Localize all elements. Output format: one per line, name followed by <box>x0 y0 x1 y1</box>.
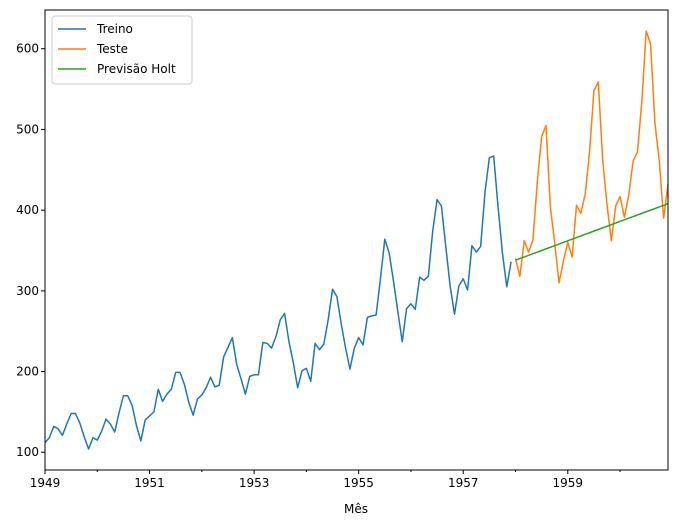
x-tick-label: 1951 <box>134 476 165 490</box>
legend-label-2: Previsão Holt <box>97 62 176 76</box>
series-line-2 <box>515 202 669 261</box>
legend-box <box>51 15 193 85</box>
legend-label-1: Teste <box>96 42 128 56</box>
x-axis-ticks: 1949 1951 1953 1955 1957 1959 <box>30 470 621 490</box>
series-line-1 <box>514 30 669 284</box>
y-tick-label: 100 <box>16 445 39 459</box>
x-tick-label: 1957 <box>448 476 479 490</box>
y-axis-ticks: 100 200 300 400 500 600 <box>16 42 45 459</box>
x-axis-label: Mês <box>344 502 368 516</box>
plot-area <box>45 10 668 470</box>
y-tick-label: 200 <box>16 365 39 379</box>
series-line-0 <box>44 155 512 450</box>
y-tick-label: 500 <box>16 122 39 136</box>
legend: Treino Teste Previsão Holt <box>51 15 193 85</box>
y-tick-label: 600 <box>16 42 39 56</box>
legend-label-0: Treino <box>96 22 133 36</box>
x-tick-label: 1955 <box>343 476 374 490</box>
x-tick-label: 1959 <box>553 476 584 490</box>
x-tick-label: 1953 <box>239 476 270 490</box>
x-tick-label: 1949 <box>30 476 61 490</box>
plot-frame <box>44 9 669 471</box>
series-lines <box>44 30 669 450</box>
y-tick-label: 300 <box>16 284 39 298</box>
y-tick-label: 400 <box>16 203 39 217</box>
